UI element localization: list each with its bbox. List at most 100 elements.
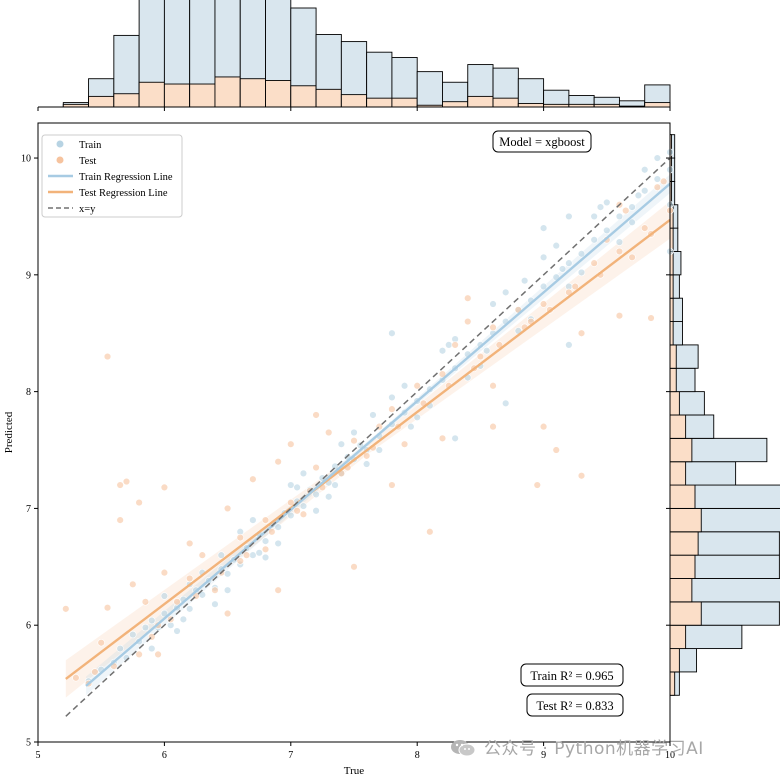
test-point <box>647 314 655 322</box>
train-point <box>565 341 573 349</box>
test-point <box>103 603 112 612</box>
train-point <box>255 549 263 557</box>
train-point <box>388 393 396 402</box>
legend-box <box>41 134 183 218</box>
train-point <box>539 253 548 262</box>
train-point <box>628 203 636 211</box>
legend-test-label: Test <box>79 156 96 167</box>
right-hist-test-bar <box>669 391 680 416</box>
test-point <box>388 405 396 413</box>
train-point <box>615 212 624 221</box>
train-point <box>217 551 225 559</box>
regression-lines <box>65 157 671 717</box>
test-r2-text: Test R² = 0.833 <box>536 699 613 713</box>
test-point <box>438 434 447 443</box>
test-point <box>571 282 579 291</box>
top-hist-train-bar <box>416 71 443 108</box>
top-hist-test-bar <box>366 97 393 108</box>
train-point <box>293 483 301 492</box>
test-point <box>464 294 472 302</box>
train-point <box>483 347 491 355</box>
top-hist-test-bar <box>163 83 191 108</box>
test-point <box>539 300 548 308</box>
train-point <box>407 422 415 431</box>
y-tick-label: 5 <box>26 738 31 749</box>
top-hist-test-bar <box>189 83 216 108</box>
train-point <box>501 399 510 408</box>
right-hist-test-bar <box>669 624 687 650</box>
test-point <box>173 598 181 606</box>
train-point <box>249 516 257 524</box>
train-point <box>312 490 320 499</box>
top-hist-train-bar <box>517 78 545 108</box>
right-hist-test-bar <box>669 461 687 486</box>
legend: Train Test Train Regression Line Test Re… <box>41 134 183 218</box>
x-axis-ticks: 5 6 7 8 9 10 <box>36 742 675 761</box>
legend-identity-label: x=y <box>79 204 96 215</box>
train-point <box>287 481 295 489</box>
test-point <box>91 668 99 676</box>
test-point <box>135 650 143 659</box>
x-tick-label: 9 <box>541 750 546 761</box>
test-point <box>362 452 371 460</box>
model-annotation-box <box>492 130 592 153</box>
top-hist-test-bar <box>517 103 545 108</box>
train-point <box>501 288 510 297</box>
y-axis-ticks: 5 6 7 8 9 10 <box>21 154 38 749</box>
test-point <box>451 341 459 349</box>
top-hist-test-bar <box>265 80 292 108</box>
train-point <box>148 616 156 625</box>
test-point <box>154 650 162 659</box>
scatter-points <box>62 148 674 688</box>
top-hist-test-bar <box>340 94 368 108</box>
top-hist-test-bar <box>644 102 671 108</box>
train-point <box>116 644 124 653</box>
test-point <box>287 440 295 448</box>
test-point <box>299 510 308 518</box>
train-point <box>565 259 573 267</box>
y-tick-label: 8 <box>26 387 31 398</box>
test-point <box>476 352 485 361</box>
x-tick-label: 10 <box>665 750 675 761</box>
train-point <box>375 446 383 454</box>
top-hist-test-bar <box>442 101 469 108</box>
train-point <box>331 481 339 489</box>
train-regression-line <box>85 182 671 687</box>
test-point <box>577 472 586 480</box>
test-point <box>590 259 598 267</box>
test-point <box>211 586 219 594</box>
train-point <box>641 166 649 174</box>
test-point <box>293 507 301 515</box>
test-point <box>312 463 320 472</box>
y-tick-label: 9 <box>26 270 31 281</box>
train-point <box>350 428 358 437</box>
test-point <box>350 436 358 445</box>
test-point <box>312 411 320 419</box>
test-point <box>552 446 560 454</box>
test-point <box>622 206 630 215</box>
train-point <box>445 341 453 349</box>
x-axis-label: True <box>344 765 364 777</box>
train-point <box>552 241 560 250</box>
test-r2-annotation: Test R² = 0.833 <box>526 693 624 717</box>
y-tick-label: 6 <box>26 621 31 632</box>
y-tick-label: 10 <box>21 154 31 165</box>
test-point <box>116 516 124 524</box>
test-point <box>141 598 150 606</box>
top-hist-test-bar <box>214 76 241 108</box>
train-point <box>160 592 169 600</box>
top-hist-test-bar <box>391 97 418 108</box>
train-point <box>577 250 586 258</box>
right-hist-test-bar <box>669 367 677 393</box>
train-point <box>211 600 219 608</box>
train-point <box>331 462 339 471</box>
train-point <box>558 265 567 273</box>
watermark: 公众号 · Python机器学习AI <box>450 734 704 759</box>
test-point <box>223 609 232 618</box>
test-r2-box <box>526 693 624 717</box>
train-point <box>413 413 421 422</box>
right-hist-test-bar <box>669 437 693 463</box>
train-point <box>489 300 497 308</box>
test-point <box>160 568 169 577</box>
